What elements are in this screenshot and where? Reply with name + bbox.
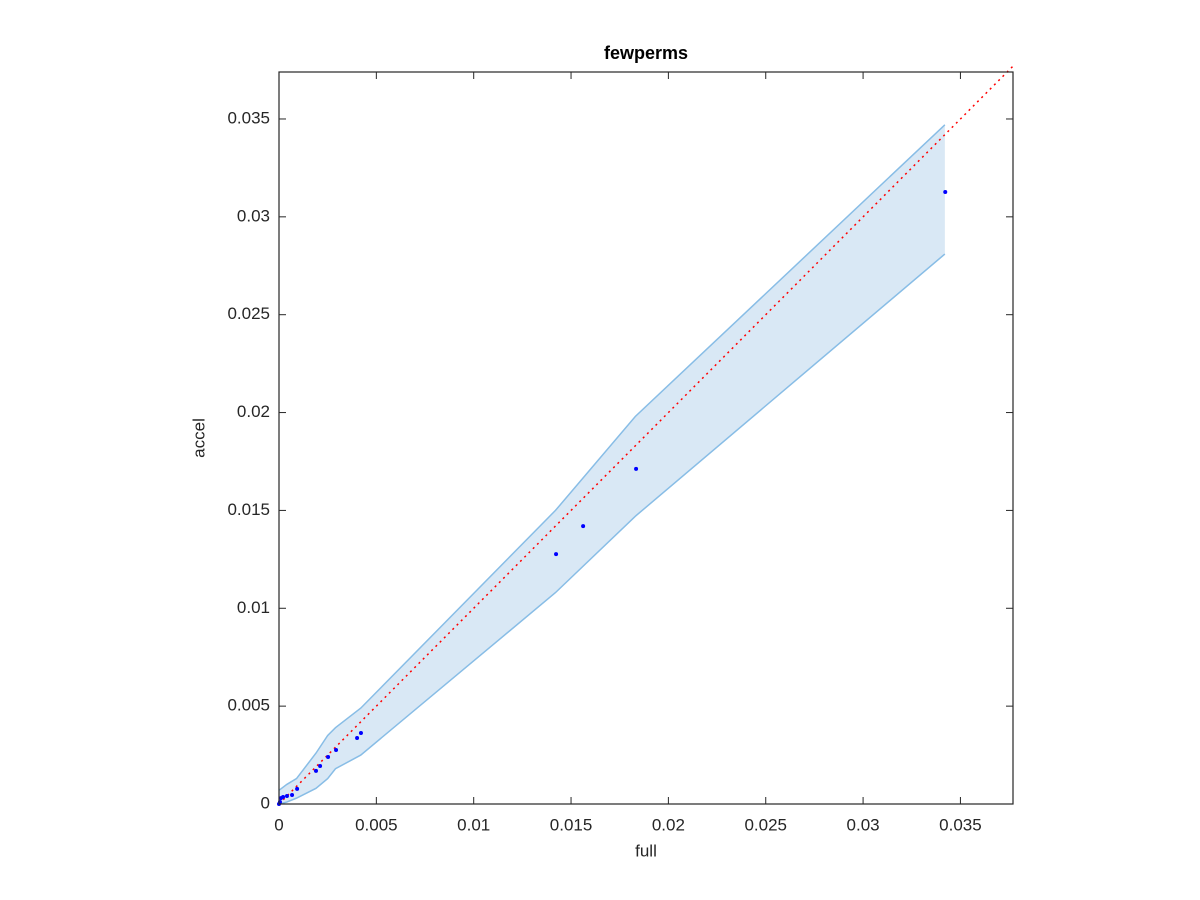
data-point [281,794,286,799]
data-point [355,736,360,741]
data-point [318,764,323,769]
data-point [581,524,586,529]
chart-title: fewperms [604,43,688,63]
data-point [313,768,318,773]
data-point [326,755,331,760]
data-point [634,466,639,471]
x-tick-label: 0.03 [847,815,880,834]
y-axis-label: accel [189,418,208,458]
y-tick-label: 0.025 [227,304,270,323]
data-point [358,730,363,735]
x-tick-label: 0.025 [744,815,787,834]
data-point [295,786,300,791]
data-point [290,792,295,797]
data-point [554,552,559,557]
confidence-band [279,124,945,805]
band-lower-edge [278,253,946,805]
y-tick-label: 0.015 [227,500,270,519]
data-point [284,793,289,798]
x-tick-label: 0.035 [939,815,982,834]
x-tick-label: 0 [274,815,283,834]
band-upper-edge [278,124,946,791]
axes-box [278,71,1014,805]
x-tick-label: 0.015 [550,815,593,834]
y-tick-label: 0 [261,793,270,812]
y-tick-label: 0.005 [227,696,270,715]
y-tick-label: 0.01 [237,598,270,617]
y-tick-label: 0.03 [237,206,270,225]
y-tick-label: 0.02 [237,402,270,421]
y-tick-label: 0.035 [227,108,270,127]
x-tick-label: 0.02 [652,815,685,834]
x-tick-label: 0.005 [355,815,398,834]
data-point [943,189,948,194]
data-point [334,747,339,752]
x-tick-label: 0.01 [457,815,490,834]
x-axis-label: full [635,841,657,860]
